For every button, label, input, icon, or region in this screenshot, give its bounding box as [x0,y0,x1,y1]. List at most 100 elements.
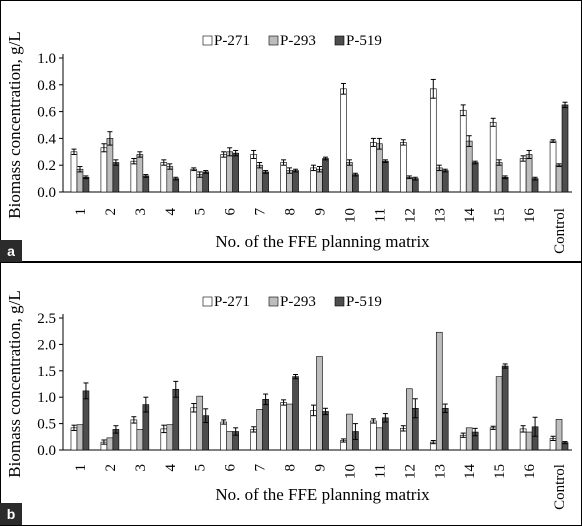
bar-p-293 [256,164,263,193]
bar-p-293 [406,176,413,193]
y-tick-label: 0.2 [37,158,56,174]
y-tick-label: 0.6 [37,105,56,121]
panel-label-badge [0,240,22,262]
bar-p-271 [400,428,407,451]
bar-p-271 [130,419,138,451]
x-tick-label: 2 [103,208,119,216]
bar-p-293 [256,409,263,451]
bar-p-293 [166,166,174,193]
x-tick-label: 13 [432,464,448,479]
bar-p-271 [130,160,138,193]
legend-swatch [268,35,279,46]
bar-p-519 [441,170,449,193]
x-tick-label: 6 [223,464,239,472]
x-tick-label: 15 [492,464,508,479]
bar-p-519 [501,365,509,451]
bar-p-271 [310,410,317,451]
x-tick-label: 1 [73,464,89,472]
bar-p-271 [220,154,227,193]
bar-p-519 [322,158,329,193]
bar-p-271 [549,140,557,193]
bar-p-293 [495,162,503,193]
bar-p-519 [561,104,569,193]
x-tick-label: 16 [522,464,538,480]
bar-p-519 [322,411,329,451]
legend-swatch [268,296,279,307]
bar-p-271 [519,158,527,193]
y-tick-label: 1.0 [37,390,56,406]
legend-label: P-293 [280,33,316,49]
bar-p-293 [286,403,293,451]
bar-p-293 [286,170,293,193]
bar-p-293 [196,395,204,451]
bar-p-519 [501,176,509,193]
bar-p-271 [370,142,377,193]
y-tick-label: 1.0 [37,51,56,67]
bar-p-519 [352,174,359,193]
x-tick-label: 3 [133,208,149,216]
bar-p-519 [292,376,299,451]
legend-label: P-519 [346,33,382,49]
bar-p-293 [525,154,533,193]
x-tick-label: 13 [432,208,448,223]
bar-p-293 [136,429,144,451]
bar-p-293 [435,331,443,451]
x-tick-label: 14 [462,464,478,480]
bar-p-519 [471,162,479,193]
x-axis-title: No. of the FFE planning matrix [215,485,430,504]
y-tick-label: 0.0 [37,443,56,459]
x-tick-label: Control [552,208,568,254]
x-tick-label: 10 [342,464,358,479]
y-tick-label: 0.0 [37,185,56,201]
bar-p-519 [112,162,120,193]
bar-p-271 [370,420,377,451]
legend-label: P-519 [346,294,382,310]
bar-p-293 [555,419,563,451]
x-tick-label: 10 [342,208,358,223]
y-tick-label: 2.0 [37,337,56,353]
bar-p-293 [76,168,84,193]
x-tick-label: 4 [163,464,179,472]
bar-p-519 [172,388,180,451]
x-tick-label: 5 [193,464,209,472]
y-tick-label: 1.5 [37,364,56,380]
bar-p-293 [406,388,413,451]
bar-p-271 [280,402,287,451]
bar-p-519 [232,152,239,193]
bar-p-293 [316,356,323,451]
bar-p-293 [465,140,473,193]
bar-p-293 [525,431,533,451]
legend-swatch [334,296,345,307]
bar-p-519 [82,390,90,451]
bar-p-293 [166,424,174,451]
bar-p-293 [106,437,114,451]
bar-p-271 [190,168,198,193]
chart-panel-a: 0.0 0.2 0.4 0.6 0.8 1.0 Biomass concentration,… [0,0,582,262]
y-tick-label: 0.4 [37,131,56,147]
bar-p-271 [250,154,257,193]
bar-p-271 [190,407,198,451]
legend-swatch [202,35,213,46]
y-tick-label: 0.8 [37,78,56,94]
bar-p-293 [226,431,233,451]
x-tick-label: 12 [402,464,418,479]
bar-p-271 [429,88,437,193]
panel-label: a [7,243,15,259]
bar-p-519 [441,407,449,451]
y-axis-title: Biomass concentration, g/L [5,31,24,218]
bar-p-519 [262,171,269,193]
y-tick-label: 0.5 [37,417,56,433]
x-tick-label: 15 [492,208,508,223]
x-tick-label: 7 [253,464,269,472]
bar-p-293 [465,427,473,451]
bar-p-519 [142,175,150,193]
bar-p-293 [76,424,84,451]
bar-p-293 [316,168,323,193]
bar-p-293 [376,143,383,193]
bar-p-519 [202,171,210,193]
bar-p-293 [555,164,563,193]
bar-p-271 [70,151,78,193]
bar-p-519 [531,178,539,193]
x-tick-label: 4 [163,208,179,216]
